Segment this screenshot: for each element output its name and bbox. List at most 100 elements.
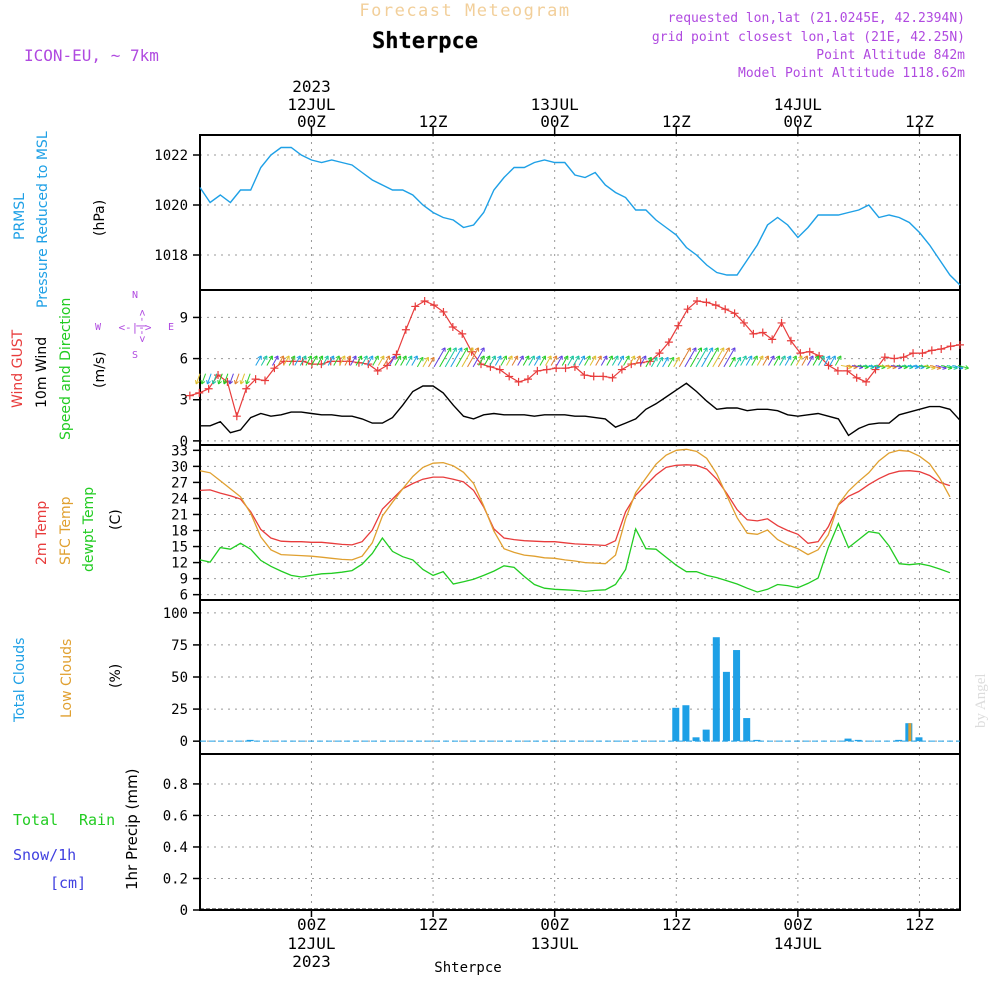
- wind-arrow: [868, 364, 880, 368]
- pressure-label-short: PRMSL: [12, 193, 28, 240]
- wind-arrow: [266, 355, 273, 366]
- wind-arrow-head: [608, 355, 613, 360]
- wind-arrow: [818, 355, 825, 366]
- wind-arrow: [467, 347, 479, 368]
- wind-arrow: [294, 355, 301, 366]
- wind-arrow: [891, 364, 903, 368]
- wind-arrow-head: [513, 355, 519, 360]
- precip-unit: 1hr Precip (mm): [123, 769, 141, 890]
- gust-point: [561, 364, 570, 373]
- wind-arrow: [567, 355, 574, 366]
- bottom-date-label: 12JUL: [287, 934, 335, 953]
- wind-arrow: [377, 355, 385, 366]
- gust-point: [608, 373, 617, 382]
- wind-10m-label: 10m Wind: [34, 337, 50, 408]
- wind-arrow: [500, 355, 507, 366]
- gust-point: [852, 373, 861, 382]
- temp-sfc-label: SFC Temp: [58, 496, 74, 565]
- wind-arrow-head: [619, 355, 625, 360]
- temp-sfc-line: [199, 448, 951, 565]
- gust-point: [899, 353, 908, 362]
- total-cloud-bar: [712, 637, 720, 742]
- gust-point: [937, 344, 946, 353]
- y-tick-label: 9: [180, 572, 188, 588]
- wind-arrow-head: [731, 347, 736, 352]
- wind-arrow: [924, 364, 936, 369]
- total-cloud-bar: [743, 718, 751, 742]
- wind-arrow-head: [569, 355, 574, 360]
- wind-arrow-head: [419, 356, 424, 362]
- wind-arrow: [941, 364, 953, 369]
- wind-arrow: [283, 355, 290, 366]
- rain-label: Rain: [79, 811, 115, 829]
- low-clouds-label: Low Clouds: [59, 639, 75, 718]
- wind-arrow: [729, 357, 736, 368]
- wind-arrow: [327, 355, 335, 366]
- gust-point: [214, 371, 223, 380]
- wind-arrow: [550, 355, 558, 366]
- wind-arrow-head: [781, 355, 786, 360]
- wind-arrow: [450, 347, 463, 368]
- wind-arrow: [896, 364, 908, 368]
- wind-arrow-head: [329, 355, 335, 360]
- wind-arrow: [662, 357, 669, 368]
- top-tick-label: 00Z: [783, 112, 812, 131]
- total-cloud-bar: [246, 739, 254, 742]
- gust-point: [927, 346, 936, 355]
- gust-point: [204, 384, 213, 393]
- wind-arrow-head: [703, 347, 708, 352]
- wind-arrow: [584, 355, 591, 366]
- gust-point: [693, 296, 702, 305]
- wind-arrow: [902, 364, 914, 368]
- wind-arrow: [600, 355, 608, 366]
- wind-arrow-head: [217, 379, 222, 385]
- top-tick-label: 12Z: [419, 112, 448, 131]
- wind-arrow-head: [324, 355, 329, 360]
- wind-arrow: [478, 355, 485, 366]
- wind-arrow: [879, 364, 891, 368]
- wind-arrow-head: [742, 355, 747, 360]
- wind-arrow-head: [302, 355, 307, 360]
- gust-point: [523, 375, 532, 384]
- wind-arrow: [277, 355, 284, 366]
- wind-arrow-head: [279, 355, 285, 360]
- wind-arrow-head: [669, 356, 675, 362]
- wind-arrow: [245, 373, 251, 385]
- wind-arrow-head: [263, 355, 268, 360]
- wind-arrow: [846, 364, 858, 368]
- gust-point: [730, 309, 739, 318]
- gust-point: [768, 335, 777, 344]
- wind-arrow-head: [341, 355, 346, 360]
- wind-arrow: [212, 373, 218, 385]
- wind-arrow-head: [564, 355, 569, 360]
- wind-arrow: [745, 355, 753, 366]
- gust-point: [664, 338, 673, 347]
- svg-text:E: E: [168, 322, 174, 333]
- wind-arrow: [712, 347, 725, 368]
- top-date-label: 13JUL: [531, 95, 579, 114]
- gust-point: [599, 372, 608, 381]
- gust-point: [843, 366, 852, 375]
- wind-arrow: [383, 355, 390, 366]
- wind-arrow-head: [424, 356, 430, 362]
- wind-arrow-head: [770, 355, 775, 360]
- wind-arrow: [907, 364, 919, 368]
- wind-arrow-head: [764, 355, 769, 360]
- gust-point: [805, 347, 814, 356]
- wind-arrow: [405, 355, 413, 366]
- wind-arrow-head: [597, 355, 602, 360]
- top-date-label: 14JUL: [774, 95, 822, 114]
- total-cloud-bar: [692, 737, 700, 742]
- top-tick-label: 00Z: [297, 112, 326, 131]
- wind-arrow-head: [357, 355, 363, 360]
- wind10m-line: [200, 382, 961, 437]
- y-tick-label: 0: [180, 434, 188, 450]
- wind-arrow: [444, 347, 457, 368]
- wind-arrow-head: [335, 355, 340, 360]
- wind-arrow-head: [352, 355, 357, 360]
- wind-arrow: [223, 373, 229, 385]
- gust-point: [880, 353, 889, 362]
- dewpt-line: [199, 521, 951, 593]
- wind-arrow: [673, 357, 680, 368]
